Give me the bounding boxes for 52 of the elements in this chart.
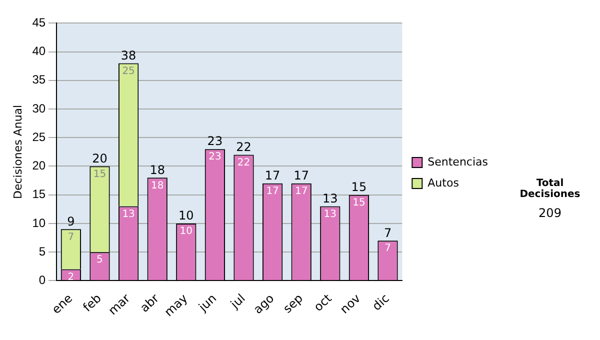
data-label: 7 [384, 243, 391, 254]
x-tick-label: sep [280, 291, 306, 316]
total-label: 22 [236, 140, 252, 154]
y-tick-label: 35 [32, 72, 46, 87]
total-label: 17 [294, 168, 309, 183]
legend-label: Autos [428, 176, 460, 190]
total-label: 18 [150, 162, 165, 177]
data-label: 23 [208, 152, 222, 163]
data-label: 15 [352, 197, 366, 208]
y-tick-label: 10 [32, 216, 46, 230]
total-label: 15 [351, 180, 367, 194]
y-tick-label: 0 [38, 272, 46, 287]
x-tick-label: ago [250, 291, 277, 317]
x-tick-label: jul [227, 291, 248, 312]
data-label: 25 [122, 66, 135, 77]
y-tick-label: 30 [32, 101, 46, 116]
y-tick-label: 5 [38, 244, 46, 258]
data-label: 13 [324, 208, 337, 220]
total-label: 23 [207, 134, 223, 148]
text: 209 [538, 206, 562, 220]
data-label: 17 [266, 186, 279, 198]
total-label: 20 [92, 151, 108, 166]
x-tick-label: abr [137, 291, 162, 315]
data-label: 17 [294, 186, 308, 198]
data-label: 5 [96, 254, 103, 266]
total-label: 10 [178, 208, 194, 223]
data-label: 7 [68, 232, 74, 243]
y-tick-label: 25 [32, 130, 46, 144]
x-tick-label: oct [311, 290, 335, 314]
total-label: 38 [120, 48, 136, 62]
legend-label: Sentencias [428, 155, 488, 168]
x-tick-label: dic [370, 291, 392, 314]
y-tick-label: 15 [32, 187, 46, 202]
y-tick-label: 40 [32, 44, 46, 58]
x-tick-label: feb [80, 291, 104, 314]
data-label: 22 [237, 157, 250, 168]
total-label: 7 [384, 226, 392, 240]
data-label: 13 [122, 208, 135, 220]
total-label: 9 [67, 214, 75, 228]
x-tick-label: jun [195, 291, 220, 315]
data-label: 2 [68, 272, 74, 283]
y-tick-label: 20 [32, 158, 46, 173]
data-label: 10 [180, 226, 193, 238]
total-label: 13 [322, 191, 338, 206]
y-axis-title: Decisiones Anual [11, 104, 24, 199]
data-label: 15 [93, 168, 106, 180]
data-label: 18 [150, 180, 164, 192]
total-label: 17 [264, 168, 280, 183]
y-tick-label: 45 [32, 16, 46, 30]
x-tick-label: ene [49, 291, 76, 317]
x-tick-label: nov [337, 291, 364, 316]
text: Total Decisiones [518, 178, 582, 200]
